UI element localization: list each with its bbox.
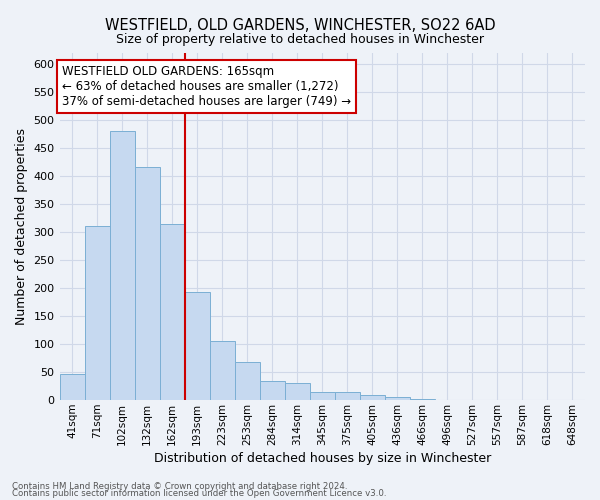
Bar [410, 399, 435, 400]
Y-axis label: Number of detached properties: Number of detached properties [15, 128, 28, 325]
Bar [85, 226, 110, 400]
Bar [335, 392, 360, 400]
Bar [185, 292, 209, 400]
Bar [310, 392, 335, 400]
Bar [260, 380, 285, 400]
Bar [285, 384, 310, 400]
X-axis label: Distribution of detached houses by size in Winchester: Distribution of detached houses by size … [154, 452, 491, 465]
Text: WESTFIELD, OLD GARDENS, WINCHESTER, SO22 6AD: WESTFIELD, OLD GARDENS, WINCHESTER, SO22… [104, 18, 496, 32]
Bar [160, 224, 185, 400]
Text: WESTFIELD OLD GARDENS: 165sqm
← 63% of detached houses are smaller (1,272)
37% o: WESTFIELD OLD GARDENS: 165sqm ← 63% of d… [62, 65, 351, 108]
Text: Contains HM Land Registry data © Crown copyright and database right 2024.: Contains HM Land Registry data © Crown c… [12, 482, 347, 491]
Bar [59, 374, 85, 400]
Bar [110, 131, 134, 400]
Bar [385, 398, 410, 400]
Bar [209, 342, 235, 400]
Bar [235, 362, 260, 400]
Text: Contains public sector information licensed under the Open Government Licence v3: Contains public sector information licen… [12, 490, 386, 498]
Bar [360, 394, 385, 400]
Text: Size of property relative to detached houses in Winchester: Size of property relative to detached ho… [116, 32, 484, 46]
Bar [134, 168, 160, 400]
